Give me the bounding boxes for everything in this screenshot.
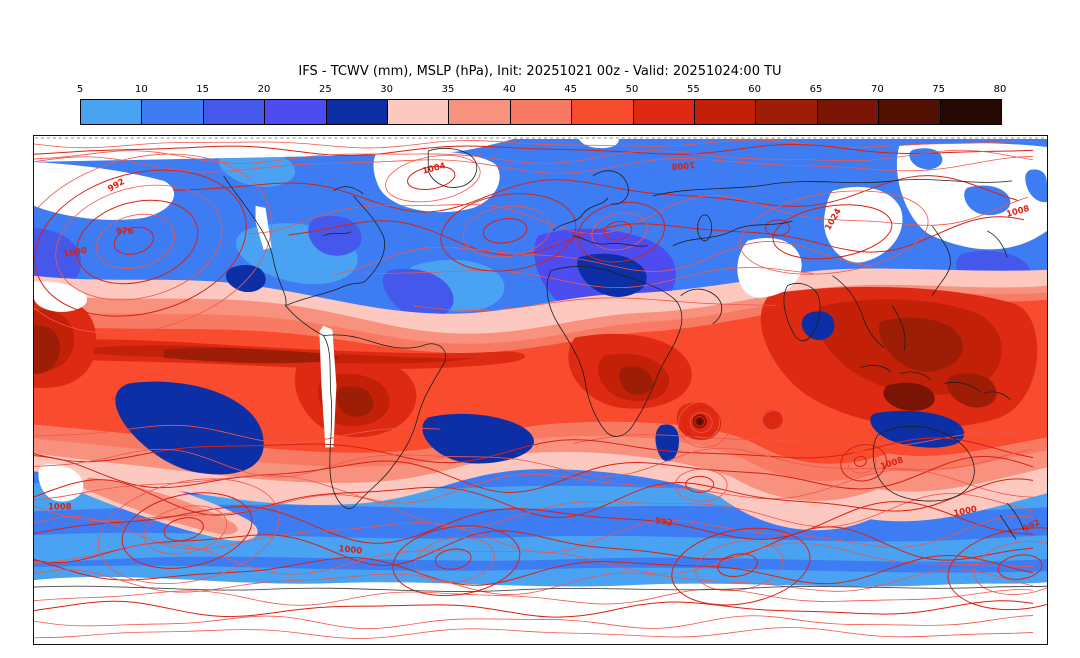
colorbar-segment <box>388 100 450 124</box>
colorbar-segment <box>879 100 941 124</box>
map-panel: 992 976 1000 1004 1008 1024 1008 1008 1000 992 100… <box>33 135 1048 645</box>
colorbar-segment <box>265 100 327 124</box>
colorbar-segment <box>940 100 1002 124</box>
colorbar-segment <box>817 100 880 124</box>
colorbar-segment <box>449 100 511 124</box>
mslp-label: 1008 <box>671 160 695 172</box>
colorbar <box>80 99 1002 125</box>
colorbar-tick: 65 <box>809 84 823 95</box>
colorbar-tick: 15 <box>196 84 210 95</box>
mslp-label: 1000 <box>953 504 978 519</box>
colorbar-tick: 80 <box>993 84 1007 95</box>
colorbar-segment <box>81 100 143 124</box>
mslp-label: 976 <box>116 226 134 236</box>
colorbar-segment <box>203 100 266 124</box>
colorbar-tick: 70 <box>870 84 884 95</box>
colorbar-tick: 75 <box>932 84 946 95</box>
colorbar-tick: 55 <box>686 84 700 95</box>
colorbar-tick: 30 <box>380 84 394 95</box>
mslp-label: 992 <box>654 515 673 527</box>
colorbar-tick-labels: 5 10 15 20 25 30 35 40 45 50 55 60 65 70 75 80 <box>76 84 1007 97</box>
mslp-label: 1008 <box>48 501 72 511</box>
colorbar-tick: 5 <box>76 84 84 95</box>
mslp-contours <box>34 139 1047 639</box>
colorbar-tick: 50 <box>625 84 639 95</box>
colorbar-tick: 40 <box>502 84 516 95</box>
colorbar-segment <box>326 100 389 124</box>
colorbar-segment <box>695 100 757 124</box>
colorbar-segment <box>633 100 696 124</box>
coastlines <box>34 137 1047 592</box>
tcwv-field <box>34 136 1047 644</box>
colorbar-tick: 20 <box>257 84 271 95</box>
colorbar-segment <box>510 100 573 124</box>
colorbar-segment <box>572 100 634 124</box>
colorbar-tick: 45 <box>564 84 578 95</box>
colorbar-segment <box>142 100 204 124</box>
colorbar-tick: 35 <box>441 84 455 95</box>
mslp-label: 1000 <box>338 543 363 555</box>
chart-title: IFS - TCWV (mm), MSLP (hPa), Init: 20251… <box>298 64 782 79</box>
colorbar-tick: 60 <box>748 84 762 95</box>
colorbar-tick: 10 <box>134 84 148 95</box>
colorbar-segment <box>756 100 818 124</box>
mslp-label: 1000 <box>63 245 88 259</box>
colorbar-tick: 25 <box>318 84 332 95</box>
